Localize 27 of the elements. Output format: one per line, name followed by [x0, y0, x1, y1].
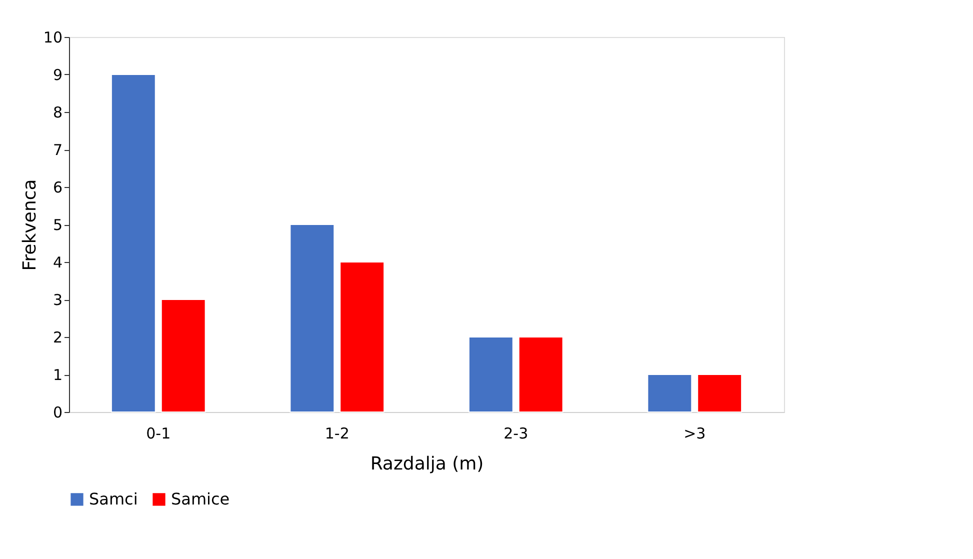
bar [697, 374, 742, 412]
bar [290, 224, 335, 412]
legend-label: Samci [89, 489, 138, 508]
x-tick-label: >3 [684, 424, 706, 442]
bar [468, 336, 514, 412]
y-tick-label: 6 [52, 178, 62, 196]
x-tick-label: 0-1 [146, 424, 171, 442]
x-tick-label: 2-3 [504, 424, 528, 442]
bar [647, 374, 692, 412]
bar [518, 336, 564, 412]
y-tick-label: 4 [52, 254, 62, 272]
y-tick-label: 8 [52, 104, 62, 122]
x-axis-title: Razdalja (m) [370, 454, 484, 474]
bar [160, 299, 206, 412]
y-tick-label: 2 [52, 328, 62, 346]
y-tick-label: 10 [43, 28, 62, 46]
bar [340, 262, 385, 412]
bar [110, 74, 156, 412]
y-axis-title: Frekvenca [19, 179, 40, 271]
y-tick-label: 3 [52, 291, 62, 309]
x-tick-label: 1-2 [324, 424, 350, 442]
legend-label: Samice [171, 489, 230, 508]
y-tick-label: 9 [52, 66, 62, 84]
y-tick-label: 1 [52, 366, 62, 384]
y-tick-label: 5 [52, 216, 62, 234]
y-tick-label: 0 [52, 404, 62, 422]
y-tick-label: 7 [52, 141, 62, 159]
